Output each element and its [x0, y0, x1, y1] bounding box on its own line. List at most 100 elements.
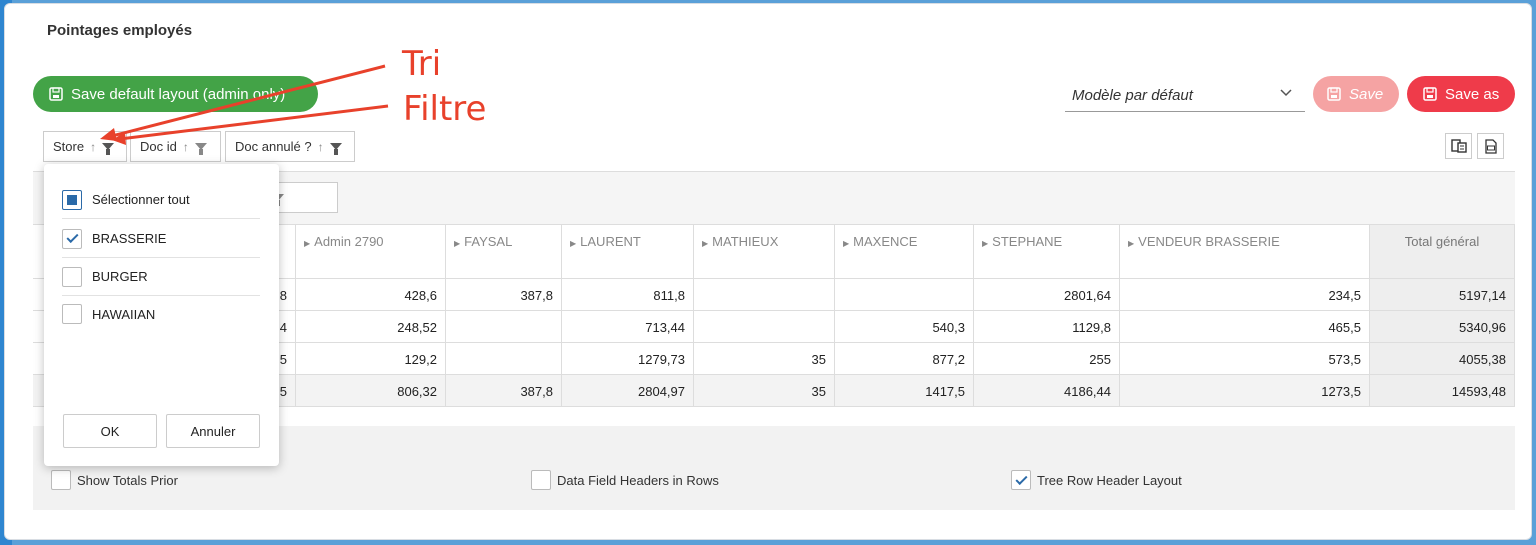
table-cell	[694, 311, 835, 343]
check-icon	[65, 230, 79, 244]
row-total-cell: 4055,38	[1370, 343, 1515, 375]
option-tree-row-header[interactable]: Tree Row Header Layout	[1011, 470, 1182, 490]
checkbox[interactable]	[1011, 470, 1031, 490]
table-cell: 1129,8	[974, 311, 1120, 343]
table-cell: 2801,64	[974, 279, 1120, 311]
filter-item-label: BURGER	[92, 269, 148, 284]
expand-icon: ▶	[702, 239, 709, 248]
row-total-cell: 5197,14	[1370, 279, 1515, 311]
checkbox[interactable]	[62, 189, 82, 210]
table-cell: 877,2	[835, 343, 974, 375]
table-cell: 387,8	[446, 375, 562, 407]
option-show-totals-prior[interactable]: Show Totals Prior	[51, 470, 178, 490]
layout-options-panel	[33, 426, 1515, 510]
model-select[interactable]: Modèle par défaut	[1065, 80, 1305, 112]
column-header[interactable]: ▶ STEPHANE	[974, 225, 1120, 279]
sort-icon[interactable]: ↑	[90, 139, 97, 154]
table-cell: 428,6	[296, 279, 446, 311]
filter-item-label: Sélectionner tout	[92, 192, 190, 207]
sort-icon[interactable]: ↑	[317, 139, 324, 154]
table-cell: 129,2	[296, 343, 446, 375]
filter-item-brasserie[interactable]: BRASSERIE	[62, 220, 260, 258]
annotation-filtre: Filtre	[403, 89, 487, 129]
page-title: Pointages employés	[47, 22, 193, 39]
table-cell: 540,3	[835, 311, 974, 343]
option-label: Show Totals Prior	[77, 472, 178, 488]
field-label: Store	[53, 139, 85, 154]
export-icon	[1484, 138, 1497, 154]
filter-item-label: HAWAIIAN	[92, 306, 156, 322]
table-cell	[446, 343, 562, 375]
save-as-button[interactable]: Save as	[1407, 76, 1515, 112]
filter-field-doc-id[interactable]: Doc id ↑	[130, 131, 221, 162]
save-label: Save	[1349, 85, 1384, 103]
total-column-header: Total général	[1370, 225, 1515, 279]
column-header[interactable]: ▶ MATHIEUX	[694, 225, 835, 279]
filter-popup: Sélectionner tout BRASSERIE BURGER HAWAI…	[44, 164, 279, 466]
filter-icon[interactable]	[102, 143, 115, 155]
table-cell: 1279,73	[562, 343, 694, 375]
row-total-cell: 5340,96	[1370, 311, 1515, 343]
field-chooser-button[interactable]	[1445, 133, 1472, 159]
table-cell: 465,5	[1120, 311, 1370, 343]
filter-select-all[interactable]: Sélectionner tout	[62, 181, 260, 219]
table-cell: 806,32	[296, 375, 446, 407]
option-label: Tree Row Header Layout	[1037, 472, 1182, 488]
table-cell	[694, 279, 835, 311]
save-icon	[1327, 87, 1341, 101]
check-icon	[1014, 472, 1028, 485]
expand-icon: ▶	[843, 239, 850, 248]
grand-total-cell: 14593,48	[1370, 375, 1515, 407]
save-default-layout-button[interactable]: Save default layout (admin only)	[33, 76, 318, 112]
filter-icon[interactable]	[194, 143, 207, 155]
table-cell: 234,5	[1120, 279, 1370, 311]
save-default-layout-label: Save default layout (admin only)	[71, 85, 286, 103]
save-icon	[49, 87, 63, 101]
table-cell: 255	[974, 343, 1120, 375]
table-cell: 248,52	[296, 311, 446, 343]
checkbox[interactable]	[62, 304, 82, 324]
column-header[interactable]: ▶ LAURENT	[562, 225, 694, 279]
table-cell: 1273,5	[1120, 375, 1370, 407]
table-cell: 1417,5	[835, 375, 974, 407]
save-icon	[1423, 87, 1437, 101]
field-label: Doc id	[140, 139, 177, 154]
expand-icon: ▶	[304, 239, 311, 248]
table-cell	[446, 311, 562, 343]
column-header[interactable]: ▶ Admin 2790	[296, 225, 446, 279]
save-as-label: Save as	[1445, 85, 1500, 103]
table-cell: 811,8	[562, 279, 694, 311]
field-label: Doc annulé ?	[235, 139, 312, 154]
option-data-field-headers[interactable]: Data Field Headers in Rows	[531, 470, 719, 490]
sort-icon[interactable]: ↑	[182, 139, 189, 154]
cancel-button[interactable]: Annuler	[166, 414, 260, 448]
save-button[interactable]: Save	[1313, 76, 1399, 112]
indeterminate-icon	[67, 194, 77, 205]
filter-item-label: BRASSERIE	[92, 231, 167, 246]
column-header[interactable]: ▶ VENDEUR BRASSERIE	[1120, 225, 1370, 279]
expand-icon: ▶	[982, 239, 989, 248]
chevron-down-icon	[1280, 89, 1292, 97]
filter-item-hawaiian[interactable]: HAWAIIAN	[62, 295, 260, 333]
model-select-value: Modèle par défaut	[1072, 87, 1193, 104]
checkbox[interactable]	[62, 228, 82, 249]
checkbox[interactable]	[531, 470, 551, 490]
filter-icon[interactable]	[329, 143, 342, 155]
ok-button[interactable]: OK	[63, 414, 157, 448]
checkbox[interactable]	[62, 266, 82, 287]
table-cell: 573,5	[1120, 343, 1370, 375]
export-button[interactable]	[1477, 133, 1504, 159]
checkbox[interactable]	[51, 470, 71, 490]
field-chooser-icon	[1450, 139, 1467, 153]
table-cell: 2804,97	[562, 375, 694, 407]
filter-item-burger[interactable]: BURGER	[62, 258, 260, 296]
expand-icon: ▶	[570, 239, 577, 248]
table-cell: 35	[694, 343, 835, 375]
table-cell: 4186,44	[974, 375, 1120, 407]
filter-field-store[interactable]: Store ↑	[43, 131, 127, 162]
filter-field-doc-annule[interactable]: Doc annulé ? ↑	[225, 131, 355, 162]
table-cell: 35	[694, 375, 835, 407]
column-header[interactable]: ▶ MAXENCE	[835, 225, 974, 279]
table-cell: 713,44	[562, 311, 694, 343]
column-header[interactable]: ▶ FAYSAL	[446, 225, 562, 279]
